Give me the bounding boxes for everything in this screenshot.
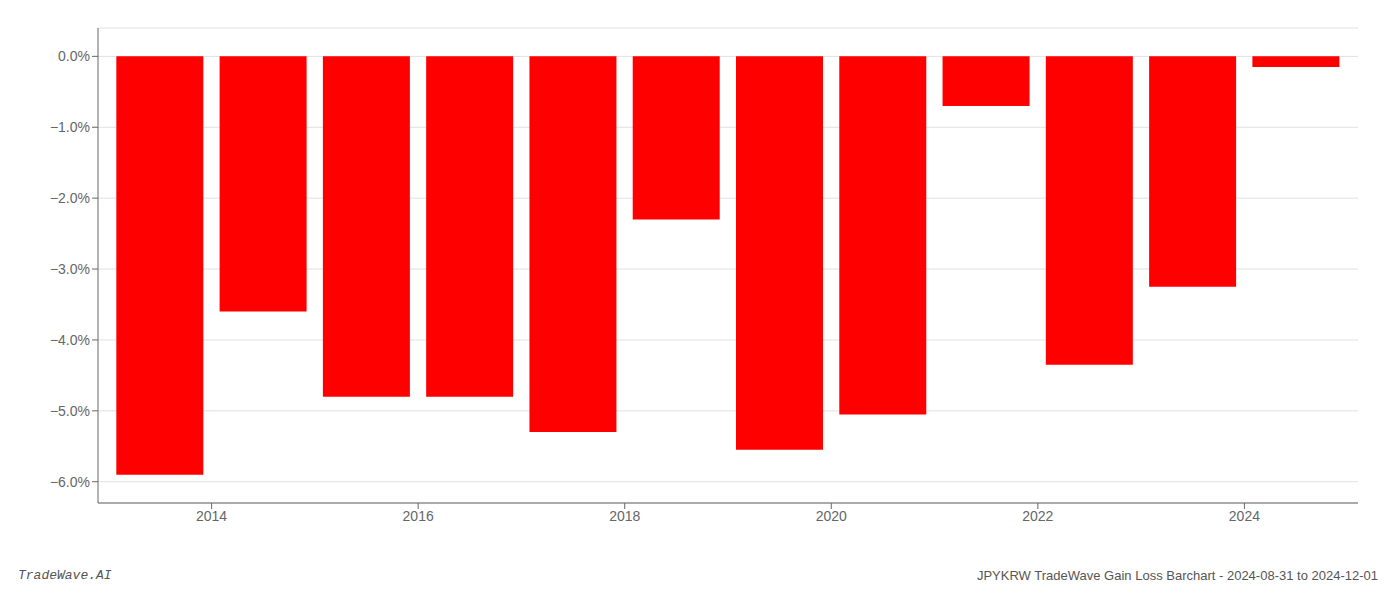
svg-text:2022: 2022 bbox=[1022, 508, 1053, 524]
html-text:TradeWave.AI: TradeWave.AI bbox=[18, 568, 112, 583]
svg-text:2020: 2020 bbox=[816, 508, 847, 524]
svg-text:2018: 2018 bbox=[609, 508, 640, 524]
html-text:JPYKRW TradeWave Gain Loss Bar: JPYKRW TradeWave Gain Loss Barchart - 20… bbox=[977, 568, 1378, 583]
svg-text:−4.0%: −4.0% bbox=[50, 332, 90, 348]
svg-text:2014: 2014 bbox=[196, 508, 227, 524]
svg-text:0.0%: 0.0% bbox=[58, 48, 90, 64]
svg-text:−3.0%: −3.0% bbox=[50, 261, 90, 277]
svg-text:2024: 2024 bbox=[1229, 508, 1260, 524]
svg-text:−5.0%: −5.0% bbox=[50, 403, 90, 419]
svg-text:−2.0%: −2.0% bbox=[50, 190, 90, 206]
svg-text:−1.0%: −1.0% bbox=[50, 119, 90, 135]
svg-text:−6.0%: −6.0% bbox=[50, 474, 90, 490]
svg-text:2016: 2016 bbox=[403, 508, 434, 524]
